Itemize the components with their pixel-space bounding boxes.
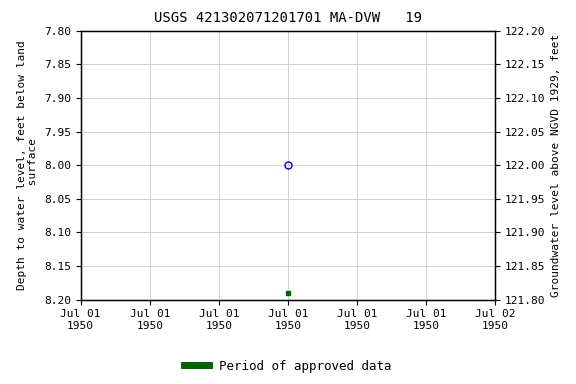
Legend: Period of approved data: Period of approved data bbox=[179, 355, 397, 378]
Y-axis label: Groundwater level above NGVD 1929, feet: Groundwater level above NGVD 1929, feet bbox=[551, 33, 561, 297]
Title: USGS 421302071201701 MA-DVW   19: USGS 421302071201701 MA-DVW 19 bbox=[154, 12, 422, 25]
Y-axis label: Depth to water level, feet below land
 surface: Depth to water level, feet below land su… bbox=[17, 40, 39, 290]
